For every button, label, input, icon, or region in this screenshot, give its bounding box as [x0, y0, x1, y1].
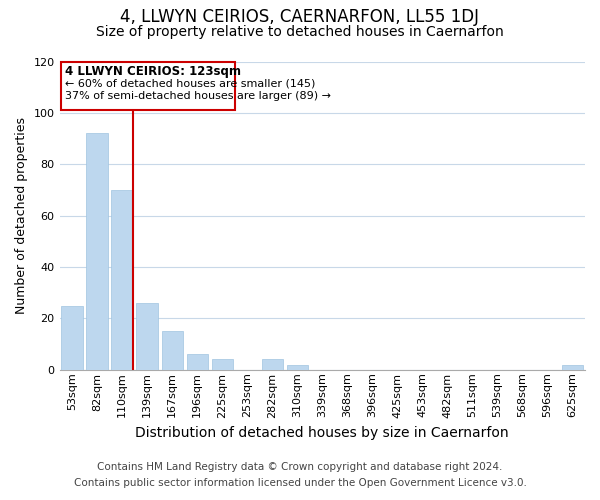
Text: 4 LLWYN CEIRIOS: 123sqm: 4 LLWYN CEIRIOS: 123sqm	[65, 66, 241, 78]
Text: Size of property relative to detached houses in Caernarfon: Size of property relative to detached ho…	[96, 25, 504, 39]
Bar	[212, 360, 233, 370]
Bar	[562, 364, 583, 370]
Text: Contains HM Land Registry data © Crown copyright and database right 2024.: Contains HM Land Registry data © Crown c…	[97, 462, 503, 472]
Text: ← 60% of detached houses are smaller (145): ← 60% of detached houses are smaller (14…	[65, 78, 315, 88]
Text: Contains public sector information licensed under the Open Government Licence v3: Contains public sector information licen…	[74, 478, 526, 488]
Bar	[187, 354, 208, 370]
X-axis label: Distribution of detached houses by size in Caernarfon: Distribution of detached houses by size …	[136, 426, 509, 440]
Text: 37% of semi-detached houses are larger (89) →: 37% of semi-detached houses are larger (…	[65, 91, 331, 101]
Bar	[61, 306, 83, 370]
Bar	[112, 190, 133, 370]
Y-axis label: Number of detached properties: Number of detached properties	[15, 117, 28, 314]
Bar	[262, 360, 283, 370]
Bar	[161, 331, 183, 370]
Bar	[287, 364, 308, 370]
Bar	[136, 303, 158, 370]
FancyBboxPatch shape	[61, 62, 235, 110]
Text: 4, LLWYN CEIRIOS, CAERNARFON, LL55 1DJ: 4, LLWYN CEIRIOS, CAERNARFON, LL55 1DJ	[121, 8, 479, 26]
Bar	[86, 134, 108, 370]
